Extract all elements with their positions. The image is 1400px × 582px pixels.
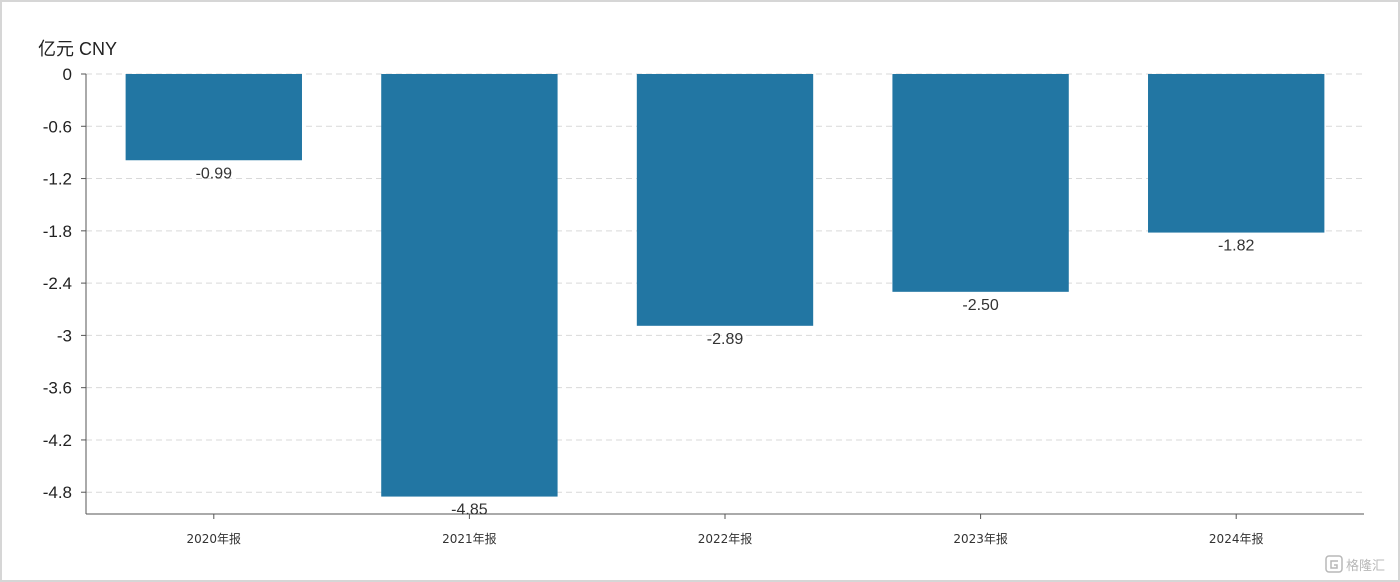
data-label: -1.82 [1218,238,1255,255]
y-tick-label: -3 [57,326,72,345]
bar [381,74,558,497]
y-tick-label: -1.2 [43,170,72,189]
y-tick-label: -2.4 [43,274,72,293]
bar [1148,74,1325,233]
y-tick-label: 0 [63,65,72,84]
y-tick-label: -4.2 [43,431,72,450]
data-label: -2.50 [962,297,999,314]
y-tick-label: -1.8 [43,222,72,241]
x-tick-label: 2024年报 [1209,531,1264,546]
data-labels: -0.99 -4.85 -2.89 -2.50 -1.82 [196,165,1255,518]
y-tick-label: -4.8 [43,483,72,502]
y-tick-label: -3.6 [43,379,72,398]
unit-label: 亿元 CNY [38,39,117,59]
data-label: -2.89 [707,331,744,348]
bar [125,74,302,161]
gelonghui-logo-icon [1325,555,1343,573]
x-tick-label: 2020年报 [187,531,242,546]
axes: 0 -0.6 -1.2 -1.8 -2.4 -3 -3.6 -4.2 -4.8 2020年报 202… [43,65,1364,546]
x-tick-label: 2022年报 [698,531,753,546]
data-label: -0.99 [196,165,233,182]
bars [125,74,1325,497]
bar [892,74,1069,292]
x-tick-label: 2023年报 [953,531,1008,546]
y-tick-label: -0.6 [43,117,72,136]
bar [636,74,814,326]
x-tick-label: 2021年报 [442,531,497,546]
data-label: -4.85 [451,502,488,519]
watermark-text: 格隆汇 [1346,558,1385,574]
watermark: 格隆汇 [1325,555,1385,574]
